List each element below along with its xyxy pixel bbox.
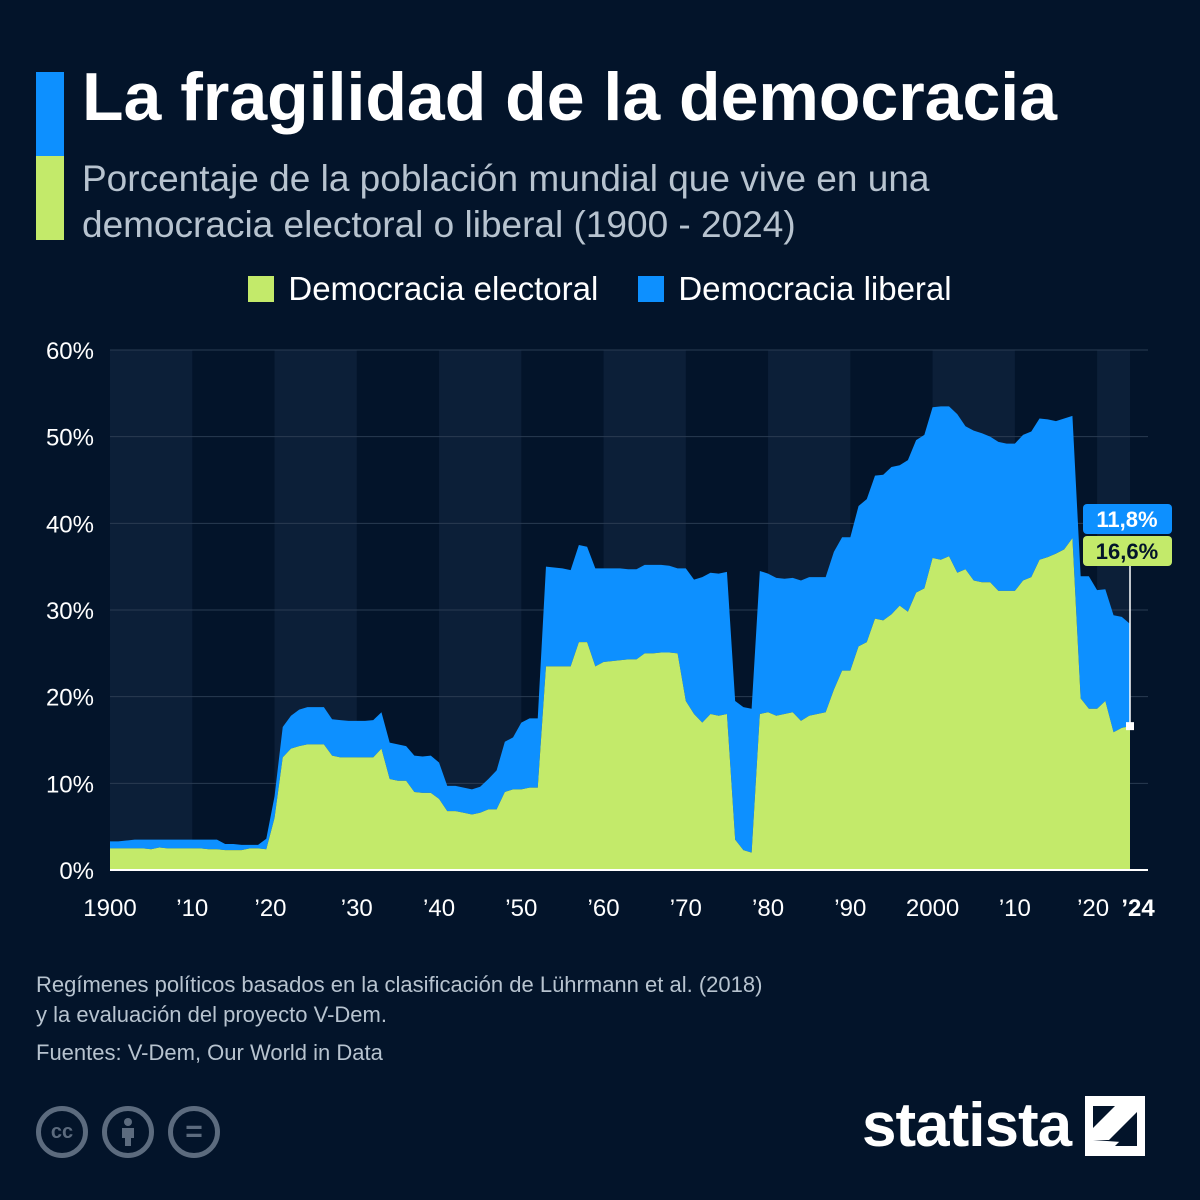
license-icons: cc = <box>36 1106 220 1158</box>
title-accent-bar <box>36 72 64 240</box>
legend-label-liberal: Democracia liberal <box>678 270 952 307</box>
legend-item-electoral: Democracia electoral <box>248 270 598 308</box>
x-tick-label: ’70 <box>670 895 702 922</box>
title-accent-green <box>36 156 64 240</box>
footnote-line-2: y la evaluación del proyecto V-Dem. <box>36 1002 387 1027</box>
y-tick-label: 50% <box>46 425 94 452</box>
legend-swatch-electoral <box>248 276 275 302</box>
title-accent-blue <box>36 72 64 156</box>
annotation-liberal-label: 11,8% <box>1096 507 1157 532</box>
person-icon <box>122 1118 134 1146</box>
annotation-electoral-label: 16,6% <box>1096 539 1158 564</box>
footnote: Regímenes políticos basados en la clasif… <box>36 970 936 1030</box>
statista-logo-icon <box>1085 1095 1146 1156</box>
y-tick-label: 10% <box>46 771 94 798</box>
x-tick-label: ’10 <box>176 895 208 922</box>
x-tick-label: ’50 <box>505 895 537 922</box>
sources: Fuentes: V-Dem, Our World in Data <box>36 1040 383 1065</box>
x-tick-label: ’60 <box>588 895 620 922</box>
y-tick-label: 40% <box>46 511 94 538</box>
x-tick-label: 1900 <box>83 895 136 922</box>
x-tick-label: ’80 <box>752 895 784 922</box>
legend: Democracia electoral Democracia liberal <box>0 270 1200 308</box>
y-tick-label: 20% <box>46 685 94 712</box>
chart-title: La fragilidad de la democracia <box>82 59 1058 135</box>
x-tick-label: ’30 <box>341 895 373 922</box>
y-tick-label: 0% <box>59 858 94 885</box>
x-tick-label: 2000 <box>906 895 959 922</box>
x-tick-label: ’90 <box>834 895 866 922</box>
annotation-electoral-box <box>1083 536 1172 566</box>
y-tick-label: 30% <box>46 598 94 625</box>
series-liberal-area <box>110 406 1130 853</box>
brand-name: statista <box>862 1091 1072 1160</box>
x-tick-label: ’20 <box>255 895 287 922</box>
y-tick-label: 60% <box>46 338 94 365</box>
x-tick-label: ’40 <box>423 895 455 922</box>
brand[interactable]: statista <box>862 1090 1146 1161</box>
legend-swatch-liberal <box>638 276 665 302</box>
x-tick-label: ’20 <box>1077 895 1109 922</box>
cc-icon-glyph: cc <box>50 1120 74 1143</box>
series-electoral-area <box>110 538 1130 870</box>
legend-item-liberal: Democracia liberal <box>638 270 952 308</box>
chart-subtitle: Porcentaje de la población mundial que v… <box>82 158 930 245</box>
x-tick-label: ’10 <box>999 895 1031 922</box>
area-chart: 0% 10% 20% 30% 40% 50% 60% 1900 ’10 ’20 ’30 ’40 ’50 ’… <box>46 338 1172 922</box>
cc-icon[interactable]: cc <box>36 1106 88 1158</box>
annotation-liberal-box <box>1083 504 1172 534</box>
footnote-line-1: Regímenes políticos basados en la clasif… <box>36 972 763 997</box>
by-icon[interactable] <box>102 1106 154 1158</box>
annotation-marker <box>1126 722 1134 731</box>
nd-icon-glyph: = <box>185 1115 203 1148</box>
nd-icon[interactable]: = <box>168 1106 220 1158</box>
legend-label-electoral: Democracia electoral <box>288 270 599 307</box>
x-tick-label: ’24 <box>1121 895 1155 922</box>
